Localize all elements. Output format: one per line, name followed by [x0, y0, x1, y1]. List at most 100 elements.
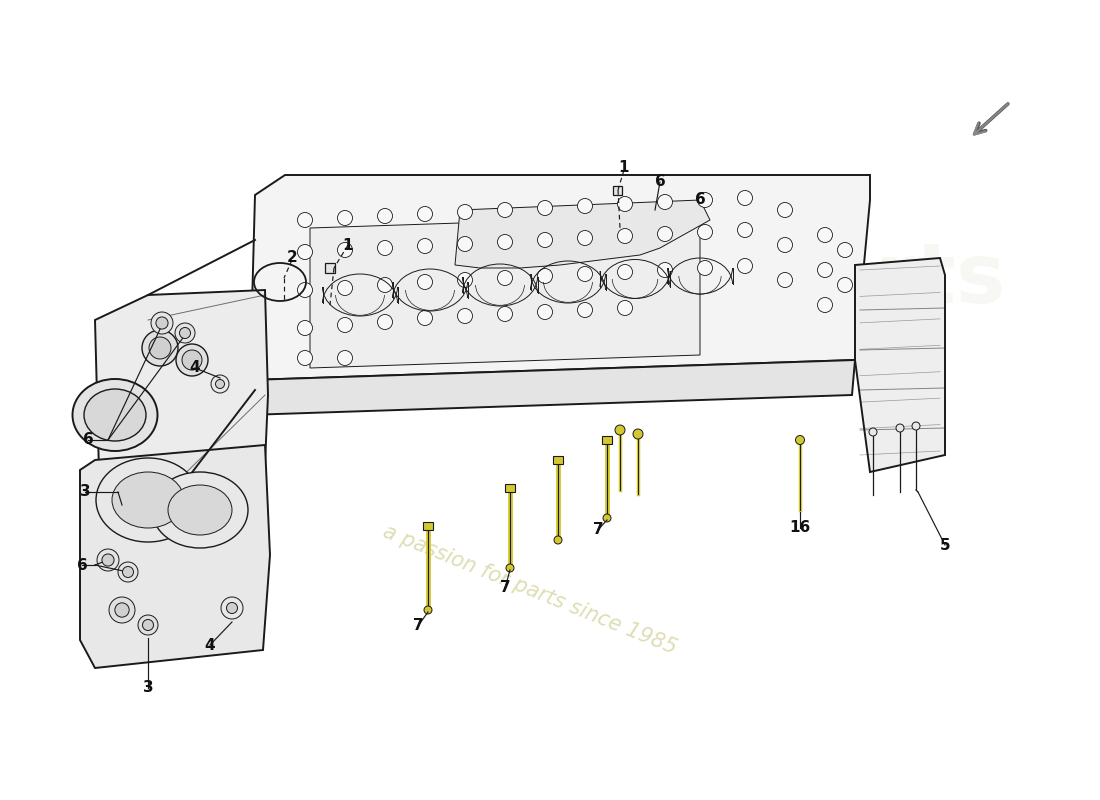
Circle shape: [377, 241, 393, 255]
Circle shape: [896, 424, 904, 432]
Circle shape: [658, 194, 672, 210]
Text: 4: 4: [205, 638, 216, 653]
Circle shape: [338, 210, 352, 226]
Circle shape: [156, 317, 168, 329]
Text: 6: 6: [654, 174, 666, 190]
Text: 1: 1: [618, 161, 629, 175]
Circle shape: [737, 258, 752, 274]
Circle shape: [211, 375, 229, 393]
Bar: [505, 484, 515, 492]
Circle shape: [175, 323, 195, 343]
Circle shape: [297, 282, 312, 298]
Circle shape: [603, 514, 611, 522]
Circle shape: [418, 238, 432, 254]
Polygon shape: [855, 258, 945, 472]
Circle shape: [458, 273, 473, 287]
Circle shape: [617, 197, 632, 211]
Text: 6: 6: [694, 193, 705, 207]
Bar: [424, 522, 433, 530]
Circle shape: [697, 225, 713, 239]
Circle shape: [424, 606, 432, 614]
Polygon shape: [455, 200, 710, 268]
Circle shape: [737, 190, 752, 206]
Circle shape: [338, 242, 352, 258]
Circle shape: [297, 321, 312, 335]
Circle shape: [221, 597, 243, 619]
Circle shape: [458, 237, 473, 251]
Circle shape: [114, 603, 129, 617]
Circle shape: [615, 425, 625, 435]
Circle shape: [538, 201, 552, 215]
Circle shape: [912, 422, 920, 430]
Circle shape: [138, 615, 158, 635]
Circle shape: [817, 298, 833, 313]
Circle shape: [151, 312, 173, 334]
Circle shape: [497, 270, 513, 286]
Bar: [602, 436, 612, 444]
Circle shape: [837, 242, 852, 258]
Circle shape: [179, 327, 190, 338]
Text: 7: 7: [499, 581, 510, 595]
Circle shape: [497, 234, 513, 250]
Ellipse shape: [152, 472, 248, 548]
Bar: [613, 186, 621, 195]
Circle shape: [658, 226, 672, 242]
Circle shape: [377, 209, 393, 223]
Circle shape: [497, 202, 513, 218]
Circle shape: [418, 310, 432, 326]
Circle shape: [778, 238, 792, 253]
Circle shape: [142, 330, 178, 366]
Circle shape: [817, 262, 833, 278]
Circle shape: [617, 229, 632, 243]
Circle shape: [338, 318, 352, 333]
Ellipse shape: [168, 485, 232, 535]
Circle shape: [297, 245, 312, 259]
Text: 7: 7: [593, 522, 603, 538]
Circle shape: [778, 273, 792, 287]
Circle shape: [795, 435, 804, 445]
Text: 6: 6: [77, 558, 87, 573]
Circle shape: [869, 428, 877, 436]
Circle shape: [458, 309, 473, 323]
Circle shape: [538, 233, 552, 247]
Circle shape: [102, 554, 114, 566]
Circle shape: [778, 202, 792, 218]
Text: a passion for parts since 1985: a passion for parts since 1985: [381, 522, 680, 658]
Circle shape: [338, 350, 352, 366]
Polygon shape: [95, 290, 268, 530]
Ellipse shape: [96, 458, 200, 542]
Circle shape: [418, 274, 432, 290]
Circle shape: [697, 193, 713, 207]
Circle shape: [817, 227, 833, 242]
Text: 7: 7: [412, 618, 424, 634]
Circle shape: [97, 549, 119, 571]
Circle shape: [837, 278, 852, 293]
Circle shape: [737, 222, 752, 238]
Ellipse shape: [73, 379, 157, 451]
Circle shape: [497, 306, 513, 322]
Circle shape: [122, 566, 133, 578]
Circle shape: [578, 198, 593, 214]
Polygon shape: [80, 445, 270, 668]
Circle shape: [506, 564, 514, 572]
Ellipse shape: [112, 472, 184, 528]
Circle shape: [578, 302, 593, 318]
Text: 4: 4: [189, 361, 200, 375]
Circle shape: [377, 314, 393, 330]
Circle shape: [176, 344, 208, 376]
Circle shape: [418, 206, 432, 222]
Circle shape: [143, 619, 154, 630]
Text: 1: 1: [343, 238, 353, 253]
Circle shape: [338, 281, 352, 295]
Circle shape: [148, 337, 170, 359]
Circle shape: [538, 269, 552, 283]
Circle shape: [538, 305, 552, 319]
Ellipse shape: [84, 389, 146, 441]
Text: 16: 16: [790, 521, 811, 535]
Text: 3: 3: [79, 485, 90, 499]
Circle shape: [578, 266, 593, 282]
Circle shape: [578, 230, 593, 246]
Circle shape: [227, 602, 238, 614]
Circle shape: [697, 261, 713, 275]
Bar: [553, 456, 563, 464]
